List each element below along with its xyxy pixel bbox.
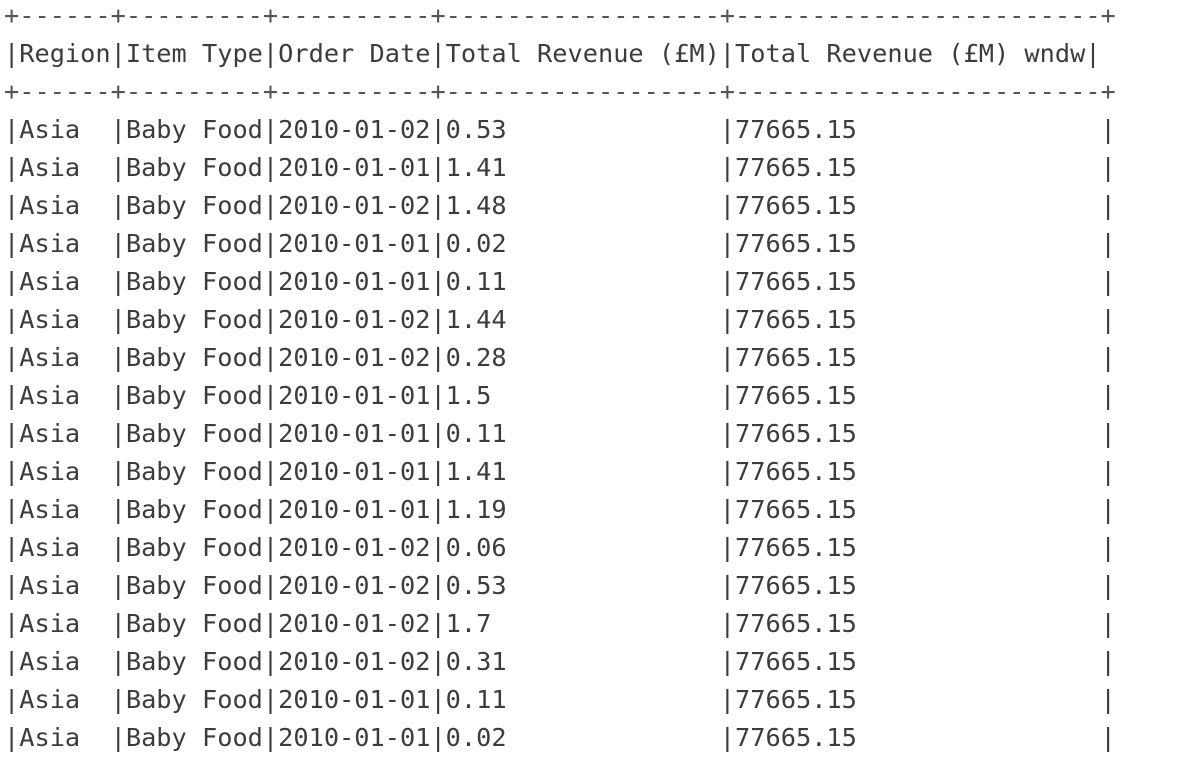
table-row: |Asia |Baby Food|2010-01-01|1.41 |77665.… — [4, 457, 1116, 486]
console-output: +------+---------+----------+-----------… — [4, 0, 1116, 757]
table-row: |Asia |Baby Food|2010-01-02|1.48 |77665.… — [4, 191, 1116, 220]
table-body: |Asia |Baby Food|2010-01-02|0.53 |77665.… — [4, 111, 1116, 757]
table-row: |Asia |Baby Food|2010-01-02|0.28 |77665.… — [4, 343, 1116, 372]
table-header-row: |Region|Item Type|Order Date|Total Reven… — [4, 39, 1101, 68]
table-row: |Asia |Baby Food|2010-01-02|0.53 |77665.… — [4, 115, 1116, 144]
table-row: |Asia |Baby Food|2010-01-02|0.31 |77665.… — [4, 647, 1116, 676]
table-row: |Asia |Baby Food|2010-01-01|0.11 |77665.… — [4, 685, 1116, 714]
table-row: |Asia |Baby Food|2010-01-01|0.11 |77665.… — [4, 267, 1116, 296]
table-border-top: +------+---------+----------+-----------… — [4, 1, 1116, 30]
table-row: |Asia |Baby Food|2010-01-01|1.41 |77665.… — [4, 153, 1116, 182]
table-row: |Asia |Baby Food|2010-01-01|1.5 |77665.1… — [4, 381, 1116, 410]
table-row: |Asia |Baby Food|2010-01-02|0.06 |77665.… — [4, 533, 1116, 562]
table-border-header: +------+---------+----------+-----------… — [4, 77, 1116, 106]
table-row: |Asia |Baby Food|2010-01-02|1.7 |77665.1… — [4, 609, 1116, 638]
table-row: |Asia |Baby Food|2010-01-01|0.11 |77665.… — [4, 419, 1116, 448]
table-row: |Asia |Baby Food|2010-01-02|1.44 |77665.… — [4, 305, 1116, 334]
table-row: |Asia |Baby Food|2010-01-01|1.19 |77665.… — [4, 495, 1116, 524]
table-row: |Asia |Baby Food|2010-01-01|0.02 |77665.… — [4, 229, 1116, 258]
table-row: |Asia |Baby Food|2010-01-01|0.02 |77665.… — [4, 723, 1116, 752]
table-row: |Asia |Baby Food|2010-01-02|0.53 |77665.… — [4, 571, 1116, 600]
